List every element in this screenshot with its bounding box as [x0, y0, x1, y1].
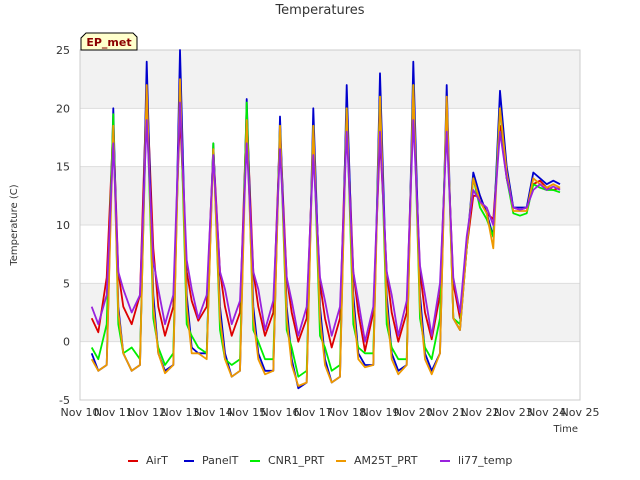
y-tick-label: 5: [63, 277, 70, 290]
y-tick-label: 10: [56, 219, 70, 232]
x-tick-label: Nov 14: [194, 406, 233, 419]
site-badge: EP_met: [80, 32, 138, 51]
x-tick-label: Nov 15: [227, 406, 266, 419]
x-tick-label: Nov 11: [94, 406, 133, 419]
y-tick-label: 15: [56, 161, 70, 174]
legend-label: AM25T_PRT: [354, 454, 418, 467]
x-tick-label: Nov 25: [561, 406, 600, 419]
legend-item: CNR1_PRT: [250, 454, 325, 467]
legend-label: li77_temp: [458, 454, 512, 467]
x-tick-label: Nov 16: [261, 406, 300, 419]
x-tick-label: Nov 24: [527, 406, 566, 419]
series-line-cnr1-prt: [90, 84, 561, 378]
series-line-li77-temp: [90, 101, 561, 343]
y-tick-labels: -5 0 5 10 15 20 25: [56, 44, 70, 407]
plot-band: [80, 50, 580, 109]
legend-item: AM25T_PRT: [336, 454, 418, 467]
series-lines: [90, 49, 561, 390]
legend-item: li77_temp: [440, 454, 512, 467]
x-tick-label: Nov 23: [494, 406, 533, 419]
x-tick-label: Nov 22: [461, 406, 500, 419]
site-badge-label: EP_met: [86, 36, 131, 49]
x-tick-label: Nov 12: [127, 406, 166, 419]
x-axis-label: Time: [553, 424, 578, 435]
x-tick-label: Nov 13: [161, 406, 200, 419]
y-tick-label: -5: [59, 394, 70, 407]
legend: AirT PanelT CNR1_PRT AM25T_PRT li77_temp: [128, 454, 512, 467]
legend-label: AirT: [146, 454, 168, 467]
x-tick-label: Nov 10: [61, 406, 100, 419]
legend-label: CNR1_PRT: [268, 454, 325, 467]
x-tick-label: Nov 21: [427, 406, 466, 419]
plot-band: [80, 166, 580, 225]
y-tick-label: 25: [56, 44, 70, 57]
y-tick-label: 0: [63, 336, 70, 349]
x-tick-label: Nov 17: [294, 406, 333, 419]
y-axis-label: Temperature (C): [9, 184, 20, 266]
x-tick-label: Nov 18: [327, 406, 366, 419]
y-tick-label: 20: [56, 102, 70, 115]
x-tick-label: Nov 19: [361, 406, 400, 419]
plot-frame: [79, 49, 581, 401]
plot-band: [80, 225, 580, 284]
legend-item: PanelT: [184, 454, 239, 467]
series-line-am25t-prt: [90, 78, 561, 387]
legend-label: PanelT: [202, 454, 239, 467]
site-badge-box: [80, 32, 138, 51]
x-tick-label: Nov 20: [394, 406, 433, 419]
legend-item: AirT: [128, 454, 168, 467]
chart-title: Temperatures: [274, 3, 364, 18]
plot-band: [80, 341, 580, 400]
